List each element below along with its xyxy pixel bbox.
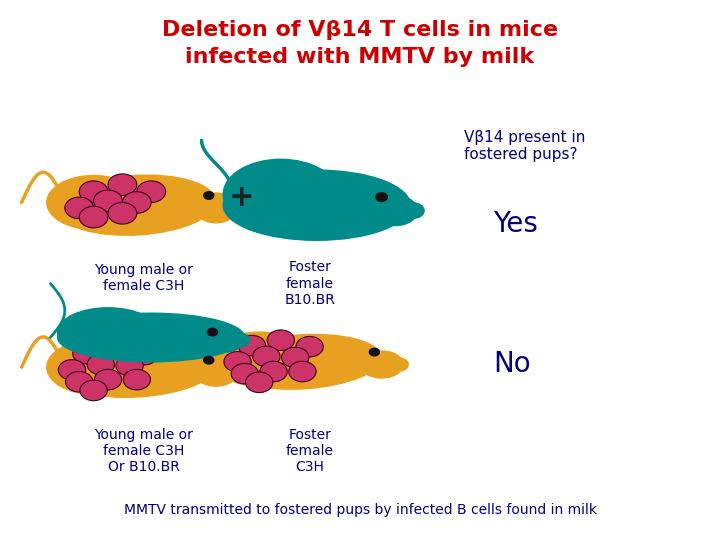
Circle shape bbox=[391, 358, 408, 371]
Ellipse shape bbox=[47, 176, 140, 230]
Circle shape bbox=[296, 336, 323, 357]
Text: Vβ14 present in
fostered pups?: Vβ14 present in fostered pups? bbox=[464, 130, 586, 162]
Circle shape bbox=[224, 352, 251, 372]
Circle shape bbox=[204, 356, 214, 364]
Circle shape bbox=[116, 355, 143, 376]
Circle shape bbox=[204, 192, 214, 199]
Text: No: No bbox=[493, 350, 531, 379]
Text: infected with MMTV by milk: infected with MMTV by milk bbox=[186, 46, 534, 67]
Circle shape bbox=[58, 360, 86, 380]
Text: +: + bbox=[228, 350, 254, 379]
Ellipse shape bbox=[374, 195, 418, 226]
Circle shape bbox=[233, 334, 250, 347]
Ellipse shape bbox=[203, 328, 243, 352]
Circle shape bbox=[207, 328, 217, 336]
Circle shape bbox=[267, 330, 294, 350]
Circle shape bbox=[108, 202, 137, 224]
Circle shape bbox=[231, 363, 258, 384]
Circle shape bbox=[65, 197, 94, 219]
Circle shape bbox=[87, 354, 114, 375]
Circle shape bbox=[73, 343, 100, 364]
Ellipse shape bbox=[223, 159, 338, 230]
Ellipse shape bbox=[360, 351, 403, 378]
Circle shape bbox=[137, 181, 166, 202]
Ellipse shape bbox=[194, 359, 238, 386]
Circle shape bbox=[108, 174, 137, 195]
Text: MMTV transmitted to fostered pups by infected B cells found in milk: MMTV transmitted to fostered pups by inf… bbox=[124, 503, 596, 517]
Ellipse shape bbox=[223, 170, 410, 240]
Ellipse shape bbox=[223, 334, 382, 389]
Circle shape bbox=[94, 369, 122, 390]
Circle shape bbox=[66, 372, 93, 392]
Text: Yes: Yes bbox=[493, 210, 538, 238]
Circle shape bbox=[225, 366, 243, 379]
Ellipse shape bbox=[58, 342, 216, 397]
Circle shape bbox=[225, 201, 243, 214]
Text: Young male or
female C3H: Young male or female C3H bbox=[94, 263, 194, 293]
Circle shape bbox=[253, 346, 280, 367]
Circle shape bbox=[80, 380, 107, 401]
Text: Foster
female
C3H: Foster female C3H bbox=[286, 428, 333, 474]
Circle shape bbox=[79, 206, 108, 228]
Circle shape bbox=[122, 192, 151, 213]
Text: Foster
female
B10.BR: Foster female B10.BR bbox=[284, 260, 335, 307]
Circle shape bbox=[246, 372, 273, 393]
Circle shape bbox=[260, 361, 287, 382]
Circle shape bbox=[289, 361, 316, 382]
Circle shape bbox=[79, 181, 108, 202]
Ellipse shape bbox=[58, 175, 216, 235]
Circle shape bbox=[376, 193, 387, 201]
Circle shape bbox=[238, 335, 266, 356]
Text: Young male or
female C3H
Or B10.BR: Young male or female C3H Or B10.BR bbox=[94, 428, 194, 474]
Ellipse shape bbox=[58, 308, 158, 356]
Circle shape bbox=[102, 338, 129, 359]
Ellipse shape bbox=[212, 332, 306, 386]
Circle shape bbox=[123, 369, 150, 390]
Text: Deletion of Vβ14 T cells in mice: Deletion of Vβ14 T cells in mice bbox=[162, 19, 558, 40]
Ellipse shape bbox=[47, 340, 140, 394]
Ellipse shape bbox=[58, 313, 245, 362]
Text: +: + bbox=[228, 183, 254, 212]
Circle shape bbox=[404, 203, 424, 218]
Circle shape bbox=[369, 348, 379, 356]
Ellipse shape bbox=[194, 193, 238, 222]
Circle shape bbox=[94, 190, 122, 212]
Circle shape bbox=[282, 347, 309, 368]
Circle shape bbox=[130, 345, 158, 365]
